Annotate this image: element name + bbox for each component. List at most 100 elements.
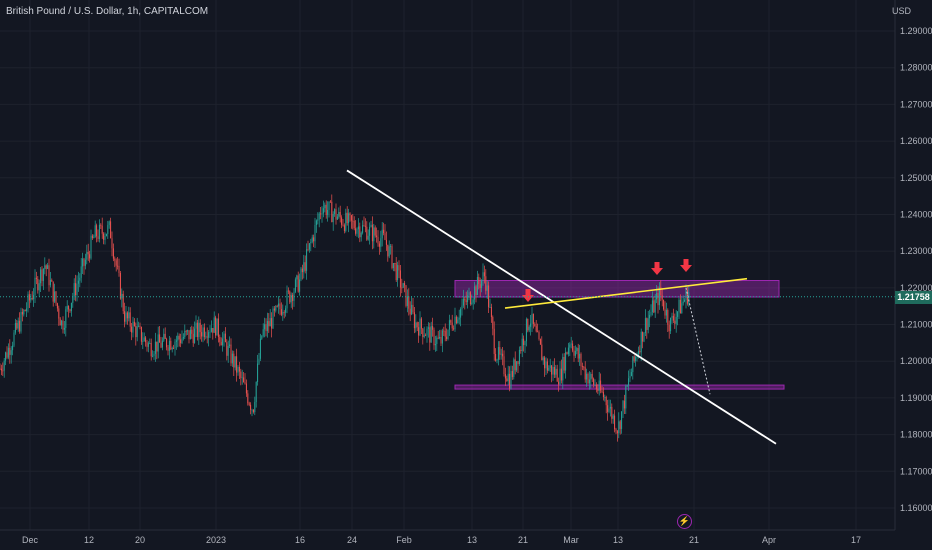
candle-body	[209, 331, 211, 333]
candle-body	[423, 335, 425, 337]
candle-body	[220, 341, 222, 346]
candle-body	[192, 333, 194, 343]
candle-body	[646, 318, 648, 330]
candle-body	[670, 317, 672, 332]
candle-body	[313, 237, 315, 242]
candle-body	[548, 367, 550, 371]
candle-body	[170, 340, 172, 350]
candle-body	[335, 209, 337, 220]
candle-body	[275, 305, 277, 311]
candle-body	[418, 327, 420, 336]
price-tick-label: 1.25000	[900, 173, 932, 183]
candle-body	[28, 294, 30, 301]
candle-body	[507, 373, 509, 382]
candle-body	[510, 371, 512, 389]
candle-body	[290, 294, 292, 303]
candle-body	[178, 335, 180, 340]
candle-body	[394, 263, 396, 264]
candle-body	[118, 265, 120, 273]
candle-body	[371, 224, 373, 242]
candle-body	[213, 317, 215, 333]
candle-body	[268, 321, 270, 327]
candle-body	[520, 349, 522, 352]
candle-body	[27, 294, 29, 309]
price-tick-label: 1.27000	[900, 99, 932, 109]
candle-body	[196, 322, 198, 337]
candle-body	[630, 372, 632, 377]
candle-body	[395, 263, 397, 281]
candle-body	[331, 201, 333, 223]
candle-body	[490, 307, 492, 318]
candle-body	[2, 370, 4, 372]
candle-body	[391, 246, 393, 269]
candle-body	[97, 236, 99, 239]
candle-body	[644, 318, 646, 333]
candle-body	[259, 338, 261, 359]
candle-body	[565, 352, 567, 371]
candle-body	[493, 328, 495, 354]
candle-body	[55, 291, 57, 304]
candle-body	[272, 308, 274, 329]
candle-body	[216, 318, 218, 336]
candle-body	[611, 406, 613, 419]
candle-body	[475, 286, 477, 296]
candle-body	[559, 368, 561, 385]
candle-body	[143, 337, 145, 342]
candle-body	[523, 338, 525, 345]
candle-body	[308, 243, 310, 250]
candle-body	[685, 290, 687, 301]
candle-body	[651, 300, 653, 312]
candle-body	[124, 311, 126, 322]
candle-body	[377, 237, 379, 244]
candle-body	[70, 302, 72, 312]
candle-body	[201, 332, 203, 337]
price-axis-background	[895, 0, 932, 550]
candle-body	[434, 343, 436, 346]
candle-body	[269, 318, 271, 327]
candle-body	[133, 321, 135, 327]
candle-body	[586, 373, 588, 380]
candle-body	[296, 275, 298, 280]
candle-body	[369, 226, 371, 236]
candle-body	[258, 358, 260, 364]
time-tick-label: 17	[851, 535, 861, 545]
candle-body	[37, 278, 39, 291]
time-tick-label: 12	[84, 535, 94, 545]
price-tick-label: 1.21000	[900, 320, 932, 330]
candle-body	[59, 318, 61, 326]
candle-body	[171, 347, 173, 350]
candle-body	[444, 331, 446, 337]
candle-body	[366, 226, 368, 240]
candle-body	[38, 283, 40, 291]
candle-body	[150, 343, 152, 357]
lightning-icon[interactable]: ⚡	[677, 514, 692, 529]
candle-body	[328, 201, 330, 210]
candle-body	[378, 243, 380, 247]
arrow-down-icon	[680, 259, 692, 272]
candle-body	[86, 251, 88, 260]
candle-body	[558, 381, 560, 385]
candle-body	[257, 363, 259, 382]
candle-body	[271, 318, 273, 329]
candle-body	[682, 301, 684, 304]
candle-body	[661, 295, 663, 300]
candle-body	[420, 318, 422, 329]
candle-body	[100, 224, 102, 226]
candle-body	[89, 254, 91, 259]
candle-body	[51, 279, 53, 282]
candle-body	[117, 265, 119, 267]
candle-body	[132, 321, 134, 333]
candle-body	[642, 331, 644, 342]
candle-body	[177, 335, 179, 341]
candle-body	[465, 300, 467, 303]
candlestick-series	[0, 194, 690, 442]
candle-body	[9, 347, 11, 355]
candle-body	[650, 311, 652, 316]
candle-body	[373, 227, 375, 242]
candle-body	[322, 208, 324, 214]
candle-body	[301, 268, 303, 273]
time-tick-label: Apr	[762, 535, 776, 545]
candle-body	[595, 384, 597, 390]
candle-body	[240, 371, 242, 378]
